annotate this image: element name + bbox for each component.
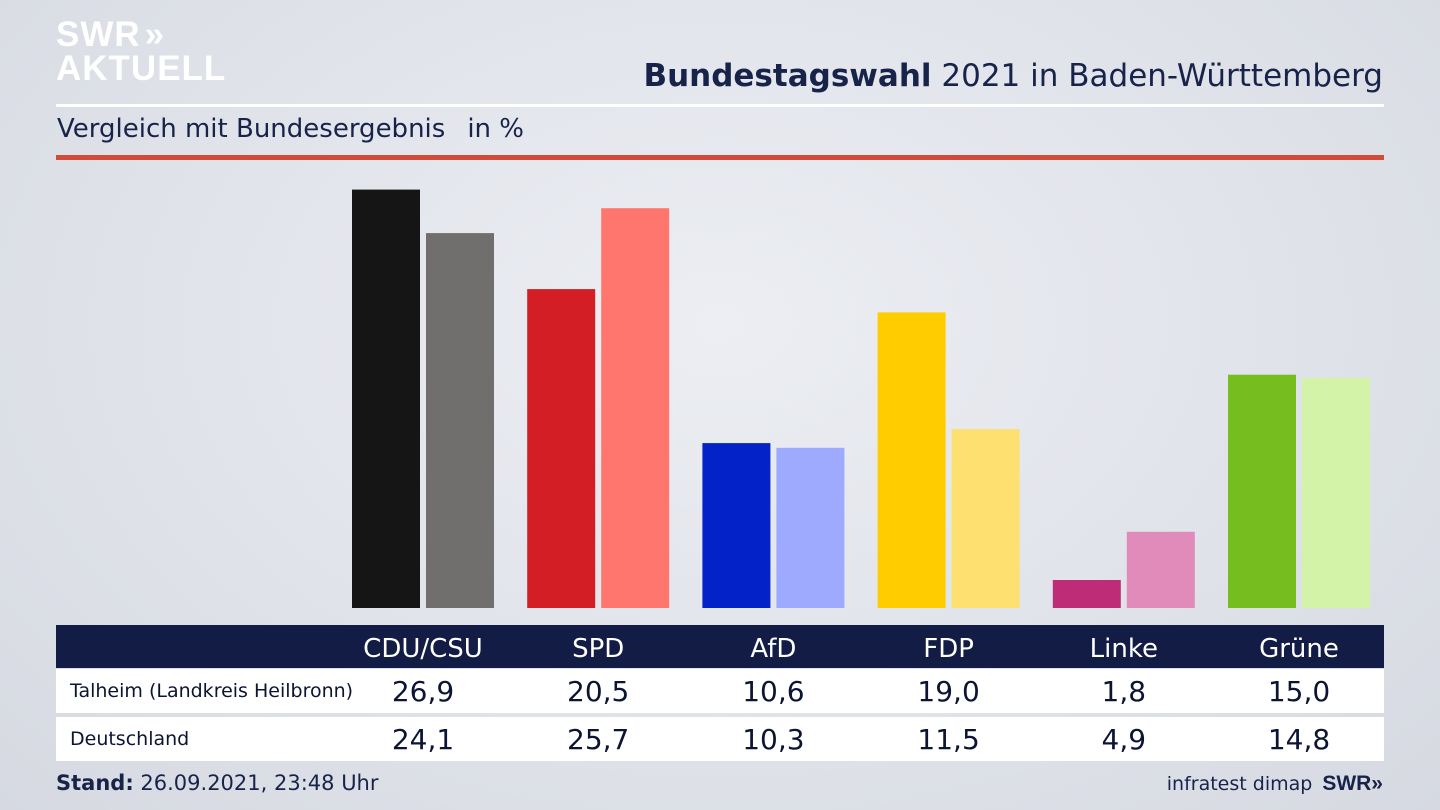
stand-value: 26.09.2021, 23:48 Uhr [140, 771, 379, 795]
column-header-linke: Linke [1089, 633, 1158, 664]
bar-gr-ne-talheim-landkreis-heilbronn [1228, 374, 1296, 608]
column-header-spd: SPD [572, 633, 625, 664]
column-header-fdp: FDP [923, 633, 974, 664]
bar-linke-deutschland [1126, 531, 1195, 608]
results-table: CDU/CSU SPD AfD FDP Linke Grüne Talheim (Land… [56, 625, 1384, 761]
value-afd-deutschland: 10,3 [742, 722, 805, 756]
bar-chart [352, 189, 1370, 608]
value-cdu-csu-deutschland: 24,1 [391, 722, 455, 756]
table-header: CDU/CSU SPD AfD FDP Linke Grüne [56, 625, 1384, 668]
value-linke-deutschland: 4,9 [1101, 722, 1147, 756]
title-bold: Bundestagswahl [643, 58, 932, 94]
column-header-cdu-csu: CDU/CSU [363, 633, 483, 664]
value-gr-ne-deutschland: 14,8 [1267, 722, 1331, 756]
logo-text-aktuell: AKTUELL [56, 49, 227, 88]
title-rest: 2021 in Baden-Württemberg [941, 58, 1383, 94]
stand-label: Stand: [56, 771, 134, 795]
value-afd-talheim-landkreis-heilbronn: 10,6 [742, 674, 805, 708]
value-fdp-talheim-landkreis-heilbronn: 19,0 [917, 674, 980, 708]
bar-afd-talheim-landkreis-heilbronn [702, 443, 771, 608]
row-label-deutschland: Deutschland [70, 728, 190, 750]
bar-cdu-csu-talheim-landkreis-heilbronn [352, 189, 420, 608]
value-fdp-deutschland: 11,5 [917, 722, 980, 756]
bar-cdu-csu-deutschland [426, 233, 494, 608]
bar-afd-deutschland [776, 447, 845, 608]
swr-brand-mark: SWR» [1322, 772, 1383, 795]
source-name: infratest dimap [1166, 773, 1313, 795]
column-header-afd: AfD [750, 633, 797, 664]
stand-timestamp: Stand: 26.09.2021, 23:48 Uhr [56, 771, 379, 795]
value-linke-talheim-landkreis-heilbronn: 1,8 [1101, 674, 1147, 708]
value-spd-deutschland: 25,7 [567, 722, 630, 756]
bar-spd-deutschland [601, 208, 670, 608]
value-gr-ne-talheim-landkreis-heilbronn: 15,0 [1267, 674, 1331, 708]
table-row-deutschland: Deutschland 24,1 25,7 10,3 11,5 4,9 14,8 [56, 717, 1384, 761]
bar-fdp-talheim-landkreis-heilbronn [877, 312, 946, 608]
value-spd-talheim-landkreis-heilbronn: 20,5 [567, 674, 630, 708]
row-label-talheim-landkreis-heilbronn: Talheim (Landkreis Heilbronn) [70, 680, 354, 702]
table-row-talheim: Talheim (Landkreis Heilbronn) 26,9 20,5 10,… [56, 669, 1384, 713]
title-divider [56, 104, 1384, 107]
subtitle-text: Vergleich mit Bundesergebnis [57, 114, 446, 144]
source-credit: infratest dimap SWR» [1167, 772, 1383, 796]
logo-text-swr: SWR [56, 15, 141, 54]
bar-gr-ne-deutschland [1302, 377, 1370, 608]
column-header-gr-ne: Grüne [1259, 633, 1339, 664]
page-title: Bundestagswahl 2021 in Baden-Württemberg [643, 58, 1383, 94]
swr-aktuell-logo: SWR» AKTUELL [56, 15, 227, 88]
value-cdu-csu-talheim-landkreis-heilbronn: 26,9 [391, 674, 455, 708]
chart-subtitle: Vergleich mit Bundesergebnis in % [57, 114, 524, 144]
bar-spd-talheim-landkreis-heilbronn [527, 289, 596, 608]
unit-label: in % [467, 114, 524, 144]
bar-linke-talheim-landkreis-heilbronn [1052, 580, 1121, 608]
bar-fdp-deutschland [951, 429, 1020, 608]
subtitle-divider [56, 155, 1384, 160]
